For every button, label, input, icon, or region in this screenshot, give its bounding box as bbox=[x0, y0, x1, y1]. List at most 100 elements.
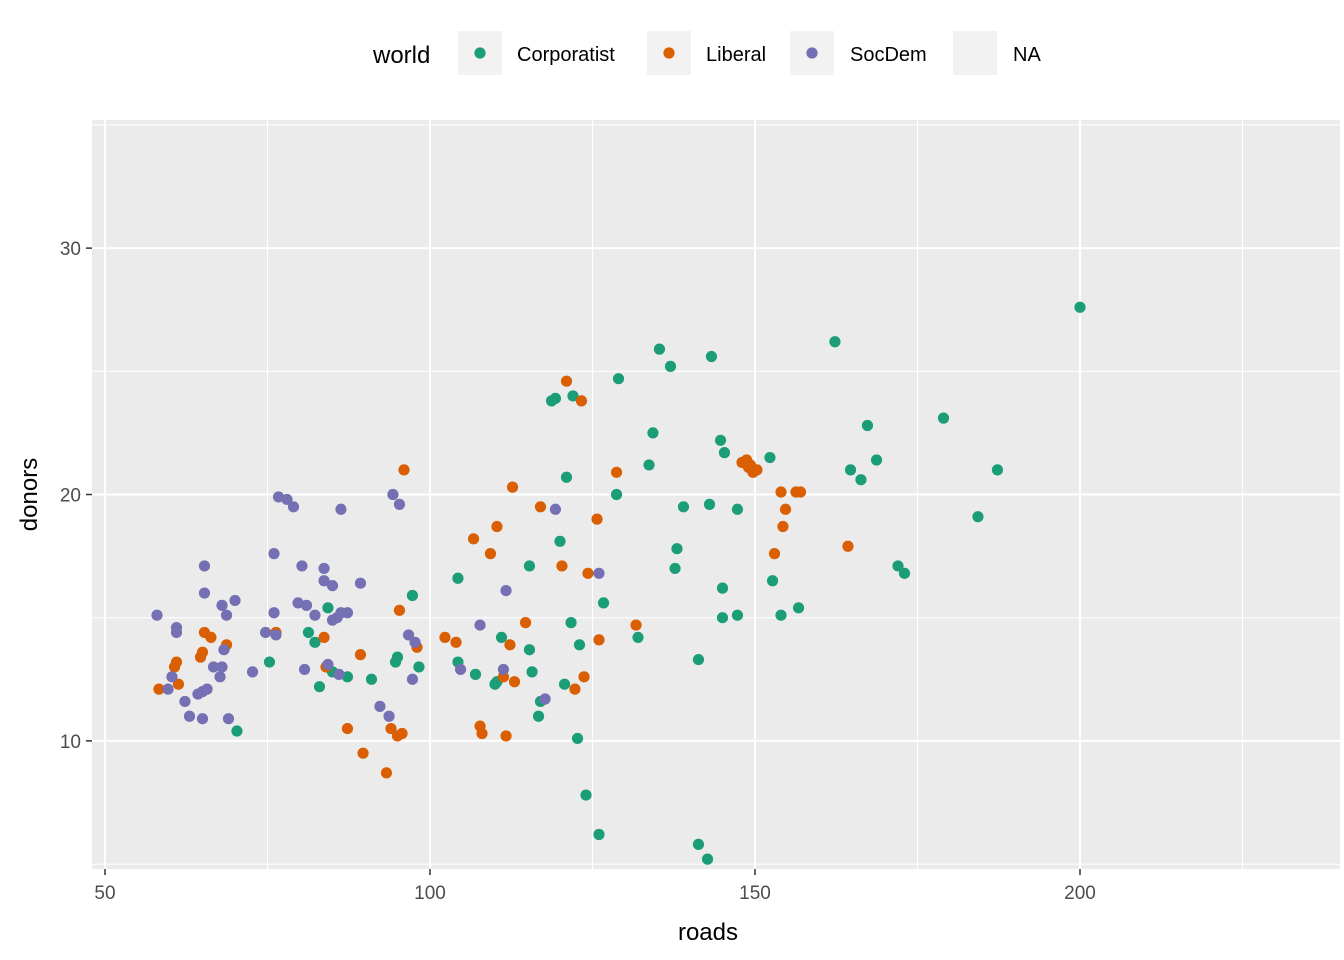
data-point bbox=[593, 828, 605, 841]
data-point bbox=[731, 609, 744, 621]
data-point bbox=[402, 629, 415, 641]
data-point bbox=[612, 373, 625, 385]
x-tick-label: 100 bbox=[414, 883, 446, 904]
data-point bbox=[198, 560, 211, 572]
data-point bbox=[296, 560, 308, 572]
data-point bbox=[703, 498, 716, 510]
data-point bbox=[179, 695, 191, 708]
data-point bbox=[398, 464, 410, 476]
data-point bbox=[571, 732, 584, 745]
legend-label: NA bbox=[1013, 44, 1041, 66]
data-point bbox=[300, 599, 313, 611]
data-point bbox=[991, 464, 1004, 476]
data-point bbox=[532, 710, 545, 722]
data-point bbox=[341, 607, 354, 619]
data-point bbox=[270, 629, 282, 641]
grid-major bbox=[92, 120, 1340, 869]
legend-keys: Corporatist Liberal SocDem NA bbox=[458, 31, 1041, 75]
data-point bbox=[166, 671, 178, 683]
data-point bbox=[506, 481, 519, 493]
data-point bbox=[937, 412, 950, 424]
data-point bbox=[491, 520, 503, 533]
data-point bbox=[567, 390, 579, 402]
data-point bbox=[229, 594, 241, 607]
legend-label: SocDem bbox=[850, 44, 927, 66]
data-point bbox=[610, 466, 623, 478]
data-point bbox=[692, 838, 705, 850]
data-point bbox=[671, 543, 683, 555]
data-point bbox=[220, 609, 233, 621]
data-point bbox=[591, 513, 603, 525]
data-point bbox=[281, 493, 293, 506]
data-point bbox=[318, 562, 330, 575]
data-point bbox=[162, 683, 174, 695]
data-point bbox=[731, 503, 744, 515]
data-point bbox=[582, 567, 594, 579]
data-point bbox=[218, 644, 230, 656]
data-point bbox=[500, 730, 512, 742]
data-point bbox=[298, 663, 311, 676]
data-point bbox=[409, 636, 421, 648]
data-point bbox=[153, 683, 165, 695]
data-point bbox=[632, 631, 644, 644]
data-point bbox=[870, 454, 883, 466]
data-point bbox=[183, 710, 196, 722]
data-point bbox=[580, 789, 592, 801]
data-point bbox=[484, 548, 497, 560]
data-point bbox=[413, 661, 425, 673]
data-point bbox=[610, 488, 623, 501]
data-point bbox=[170, 656, 183, 668]
data-point bbox=[259, 626, 272, 639]
data-point bbox=[322, 602, 334, 614]
series-corporatist bbox=[231, 301, 1086, 865]
data-point bbox=[569, 683, 581, 695]
data-point bbox=[775, 609, 787, 621]
data-point bbox=[196, 646, 209, 658]
x-tick-label: 50 bbox=[94, 883, 115, 904]
y-axis: 10 20 30 bbox=[60, 239, 92, 753]
data-point bbox=[630, 619, 642, 631]
data-point bbox=[643, 459, 655, 471]
data-point bbox=[560, 375, 573, 387]
data-point bbox=[664, 360, 677, 372]
data-point bbox=[597, 597, 610, 609]
data-point bbox=[829, 336, 841, 348]
data-point bbox=[578, 671, 590, 683]
data-point bbox=[385, 722, 397, 735]
legend-key-dot bbox=[474, 47, 486, 59]
data-point bbox=[647, 427, 659, 439]
y-tick-label: 10 bbox=[60, 732, 81, 753]
data-point bbox=[554, 535, 566, 547]
data-point bbox=[393, 604, 406, 616]
data-point bbox=[322, 658, 334, 671]
data-point bbox=[565, 617, 577, 629]
legend-key-dot bbox=[663, 47, 675, 59]
data-point bbox=[476, 727, 488, 740]
data-point bbox=[309, 609, 321, 621]
data-point bbox=[454, 663, 467, 676]
data-point bbox=[354, 649, 367, 661]
data-point bbox=[396, 727, 408, 740]
data-point bbox=[892, 560, 904, 572]
data-point bbox=[779, 503, 792, 515]
data-point bbox=[222, 713, 235, 725]
data-point bbox=[764, 451, 776, 464]
data-point bbox=[842, 540, 854, 552]
data-point bbox=[718, 447, 731, 459]
legend-key-dot bbox=[806, 47, 818, 59]
data-point bbox=[519, 617, 532, 629]
data-point bbox=[792, 602, 805, 614]
data-point bbox=[560, 471, 573, 483]
y-tick-label: 30 bbox=[60, 239, 81, 260]
data-point bbox=[268, 548, 280, 560]
x-tick-label: 150 bbox=[739, 883, 771, 904]
data-point bbox=[365, 673, 378, 685]
data-point bbox=[669, 562, 681, 575]
data-point bbox=[653, 343, 666, 355]
data-point bbox=[549, 392, 562, 405]
data-point bbox=[318, 631, 330, 644]
data-point bbox=[523, 560, 536, 572]
data-point bbox=[558, 678, 571, 690]
data-point bbox=[354, 577, 367, 589]
